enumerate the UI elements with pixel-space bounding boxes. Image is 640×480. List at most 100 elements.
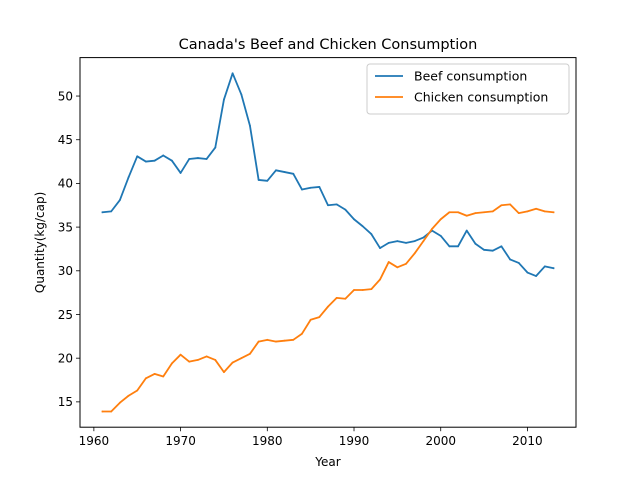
x-tick-label: 1960 <box>79 434 110 448</box>
data-point-chicken <box>188 360 191 363</box>
data-point-beef <box>353 218 355 221</box>
data-point-chicken <box>474 212 477 215</box>
data-point-beef <box>171 159 173 162</box>
data-point-chicken <box>162 375 165 378</box>
legend-label-beef: Beef consumption <box>414 69 527 84</box>
data-point-beef <box>535 275 538 277</box>
data-point-chicken <box>257 340 260 343</box>
y-axis: 15 20 25 30 35 40 45 50 <box>58 89 80 409</box>
data-point-beef <box>335 203 338 206</box>
data-point-beef <box>145 160 147 163</box>
data-point-beef <box>405 241 407 244</box>
data-point-beef <box>110 210 113 213</box>
data-point-chicken <box>396 266 399 269</box>
data-point-beef <box>240 93 243 96</box>
y-tick-label: 20 <box>58 351 73 365</box>
data-point-chicken <box>205 355 208 358</box>
data-point-chicken <box>275 340 277 343</box>
data-point-beef <box>396 240 399 242</box>
y-tick-label: 50 <box>58 89 73 103</box>
data-point-chicken <box>301 332 303 335</box>
data-point-beef <box>292 172 295 175</box>
data-point-chicken <box>422 240 425 242</box>
data-point-chicken <box>543 210 546 213</box>
data-point-chicken <box>171 362 173 365</box>
data-point-beef <box>439 234 442 237</box>
x-tick-label: 2010 <box>512 434 543 448</box>
data-point-chicken <box>552 211 555 214</box>
data-point-chicken <box>361 289 364 291</box>
data-point-beef <box>422 236 425 239</box>
y-tick-label: 15 <box>58 395 73 409</box>
data-point-beef <box>197 157 199 159</box>
data-point-chicken <box>249 352 251 355</box>
data-point-chicken <box>457 211 459 214</box>
data-point-chicken <box>448 211 451 214</box>
data-point-beef <box>136 155 139 158</box>
data-point-beef <box>179 172 182 174</box>
data-point-chicken <box>118 401 121 404</box>
data-point-chicken <box>379 278 381 281</box>
x-tick-label: 2000 <box>425 434 456 448</box>
y-tick-label: 40 <box>58 177 73 191</box>
x-tick-label: 1980 <box>252 434 283 448</box>
y-tick-label: 30 <box>58 264 73 278</box>
y-tick-label: 35 <box>58 220 73 234</box>
data-point-chicken <box>439 218 442 221</box>
data-point-beef <box>543 265 546 268</box>
data-point-chicken <box>500 204 503 207</box>
data-point-beef <box>249 124 251 127</box>
data-point-beef <box>500 245 503 248</box>
data-point-beef <box>552 267 555 270</box>
x-axis-label: Year <box>314 455 340 469</box>
data-point-chicken <box>526 210 529 213</box>
data-point-chicken <box>223 371 225 374</box>
data-point-chicken <box>266 338 269 341</box>
data-point-chicken <box>413 252 416 255</box>
plot-area <box>101 72 555 413</box>
data-point-chicken <box>370 288 373 291</box>
data-point-beef <box>483 248 485 251</box>
data-point-chicken <box>483 211 485 214</box>
data-point-beef <box>275 169 277 172</box>
x-tick-label: 1990 <box>339 434 370 448</box>
data-point-beef <box>327 204 329 207</box>
data-point-chicken <box>335 296 338 299</box>
data-point-beef <box>162 154 165 157</box>
data-point-beef <box>127 176 130 179</box>
data-point-beef <box>474 242 477 245</box>
data-point-chicken <box>283 339 286 342</box>
data-point-beef <box>231 72 234 75</box>
data-point-beef <box>387 241 390 244</box>
data-point-beef <box>223 98 225 101</box>
data-point-beef <box>118 199 121 201</box>
data-point-beef <box>344 208 347 211</box>
y-tick-label: 45 <box>58 133 73 147</box>
data-point-beef <box>205 158 208 160</box>
data-point-chicken <box>465 214 468 217</box>
data-point-beef <box>379 247 381 249</box>
y-axis-label: Quantity(kg/cap) <box>33 192 47 293</box>
plot-frame <box>79 57 577 428</box>
data-point-chicken <box>240 357 243 360</box>
data-point-chicken <box>179 353 182 356</box>
data-point-chicken <box>327 305 329 308</box>
data-point-beef <box>370 233 373 236</box>
data-point-beef <box>465 229 468 232</box>
x-axis: 1960 1970 1980 1990 2000 2010 <box>79 427 543 448</box>
data-point-chicken <box>353 289 355 291</box>
data-point-beef <box>413 240 416 242</box>
legend: Beef consumption Chicken consumption <box>366 63 570 115</box>
data-point-chicken <box>145 377 147 380</box>
data-point-beef <box>457 245 459 248</box>
data-point-chicken <box>509 203 511 206</box>
data-point-chicken <box>387 261 390 263</box>
data-point-chicken <box>101 410 104 413</box>
data-point-chicken <box>292 338 295 341</box>
data-point-beef <box>301 188 303 191</box>
chart-title: Canada's Beef and Chicken Consumption <box>179 37 478 53</box>
data-point-beef <box>266 179 269 182</box>
data-point-chicken <box>535 207 538 210</box>
y-tick-label: 25 <box>58 308 73 322</box>
data-point-chicken <box>136 389 139 392</box>
